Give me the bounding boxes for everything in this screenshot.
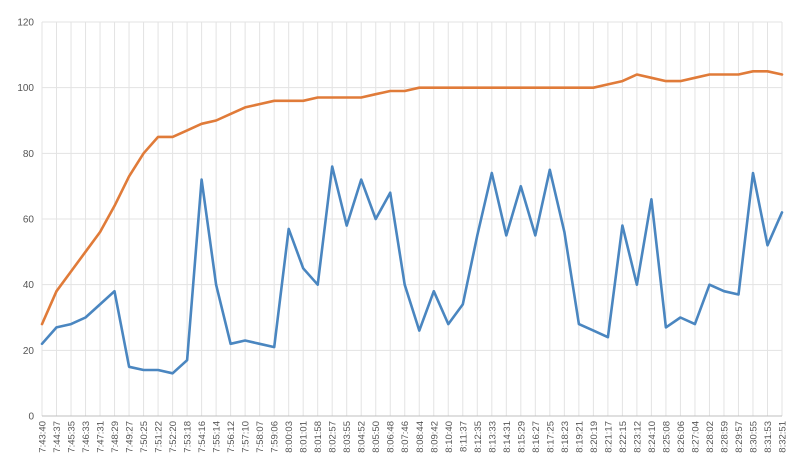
x-tick-label: 7:46:33 (81, 421, 92, 453)
x-tick-label: 8:23:12 (632, 421, 643, 453)
x-tick-label: 8:21:17 (603, 421, 614, 453)
y-tick-label: 80 (23, 149, 35, 160)
x-tick-label: 7:45:35 (67, 421, 78, 453)
x-tick-label: 8:20:19 (589, 421, 600, 453)
gridlines (41, 21, 783, 416)
x-tick-label: 7:55:14 (212, 421, 223, 453)
x-tick-label: 8:22:15 (618, 421, 629, 453)
x-tick-label: 8:26:06 (676, 421, 687, 453)
x-tick-label: 8:28:59 (719, 421, 730, 453)
x-tick-label: 7:53:18 (183, 421, 194, 453)
y-tick-label: 100 (17, 83, 34, 94)
y-tick-label: 20 (23, 346, 35, 357)
y-tick-label: 40 (23, 280, 35, 291)
x-tick-label: 7:59:06 (270, 421, 281, 453)
x-tick-label: 7:49:27 (125, 421, 136, 453)
x-tick-label: 8:09:42 (429, 421, 440, 453)
x-tick-label: 7:51:22 (154, 421, 165, 453)
x-tick-label: 8:18:23 (560, 421, 571, 453)
series-line-1 (40, 70, 784, 326)
x-tick-label: 7:48:29 (110, 421, 121, 453)
x-tick-label: 8:03:55 (342, 421, 353, 453)
x-tick-label: 7:44:37 (52, 421, 63, 453)
x-tick-label: 7:58:07 (255, 421, 266, 453)
x-tick-label: 8:02:57 (328, 421, 339, 453)
x-tick-label: 8:08:44 (415, 421, 426, 453)
x-tick-label: 8:28:02 (705, 421, 716, 453)
x-tick-label: 8:06:48 (386, 421, 397, 453)
x-tick-label: 8:13:33 (487, 421, 498, 453)
x-tick-label: 8:07:46 (400, 421, 411, 453)
x-tick-label: 8:01:01 (299, 421, 310, 453)
x-tick-label: 8:17:25 (545, 421, 556, 453)
x-tick-label: 8:04:52 (357, 421, 368, 453)
y-axis-ticks: 0 20 40 60 80 100 120 (17, 18, 34, 423)
x-tick-label: 8:14:31 (502, 421, 513, 453)
x-tick-label: 7:57:10 (241, 421, 252, 453)
x-tick-label: 8:25:08 (661, 421, 672, 453)
x-tick-label: 8:10:40 (444, 421, 455, 453)
x-tick-label: 8:05:50 (371, 421, 382, 453)
x-tick-label: 8:15:29 (516, 421, 527, 453)
x-tick-label: 8:01:58 (313, 421, 324, 453)
x-tick-label: 8:19:21 (574, 421, 585, 453)
x-tick-label: 8:24:10 (647, 421, 658, 453)
x-tick-label: 7:50:25 (139, 421, 150, 453)
x-tick-label: 8:12:35 (473, 421, 484, 453)
x-tick-label: 8:11:37 (458, 421, 469, 452)
x-tick-label: 7:52:20 (168, 421, 179, 453)
x-tick-label: 8:32:51 (778, 421, 789, 453)
x-tick-label: 8:00:03 (284, 421, 295, 453)
x-tick-label: 8:29:57 (734, 421, 745, 453)
x-tick-label: 7:54:16 (197, 421, 208, 453)
x-tick-label: 7:47:31 (96, 421, 107, 453)
series-line-2 (40, 165, 784, 375)
x-tick-label: 8:16:27 (531, 421, 542, 453)
x-axis-ticks: 7:43:40 7:44:37 7:45:35 7:46:33 7:47:31 7:48:… (38, 421, 789, 453)
x-tick-label: 7:43:40 (38, 421, 49, 453)
y-tick-label: 60 (23, 215, 35, 226)
series-lines (40, 70, 784, 375)
x-tick-label: 8:30:55 (748, 421, 759, 453)
y-tick-label: 0 (28, 412, 34, 423)
x-tick-label: 8:27:04 (690, 421, 701, 453)
x-tick-label: 7:56:12 (226, 421, 237, 453)
y-tick-label: 120 (17, 18, 34, 29)
x-tick-label: 8:31:53 (763, 421, 774, 453)
